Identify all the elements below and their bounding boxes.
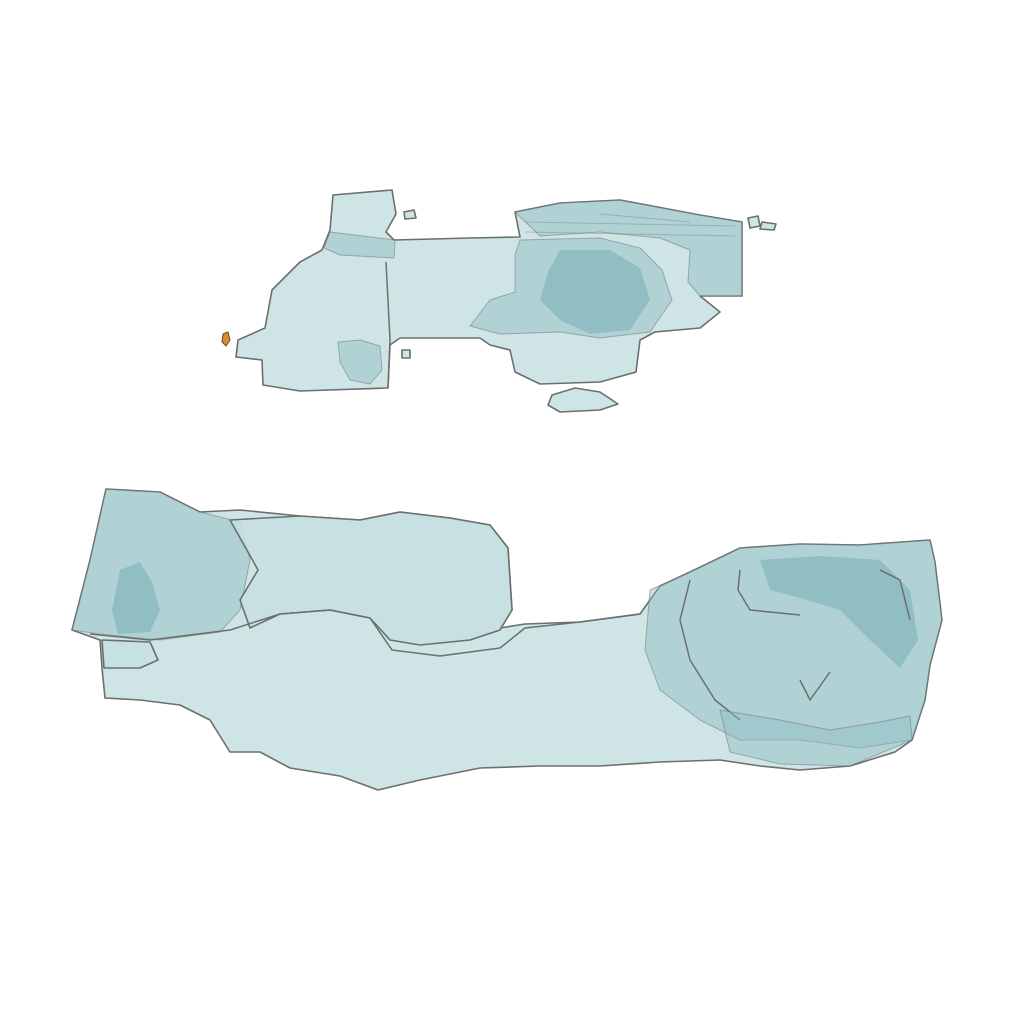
lower-mesh-seam [89, 609, 641, 657]
upper-mesh-speck-4 [401, 349, 411, 359]
upper-mesh-ridge-1 [385, 261, 391, 389]
upper-mesh-speck-3 [403, 209, 417, 220]
upper-mesh-interior-right [469, 237, 673, 339]
upper-mesh-interior-core [540, 250, 650, 334]
upper-mesh-strata [524, 213, 736, 237]
lower-mesh-left-block [71, 488, 251, 641]
upper-mesh-left-slab [323, 231, 396, 259]
lower-mesh-left-tab [101, 639, 159, 669]
upper-mesh-top-box [514, 199, 743, 297]
lower-mesh-right-ridges [679, 569, 911, 721]
lower-mesh-right-cluster [644, 539, 943, 749]
lower-mesh-right-core [760, 556, 918, 668]
upper-mesh [235, 189, 777, 413]
upper-mesh-speck-1 [747, 215, 761, 229]
upper-mesh-speck-2 [759, 221, 777, 231]
upper-mesh-bottom-tab [547, 387, 619, 413]
orange-fleck [221, 331, 231, 347]
upper-mesh-blob-left [337, 339, 383, 385]
lower-mesh [71, 488, 943, 791]
lower-mesh-left-block-shadow [112, 562, 160, 634]
lower-mesh-bottom-band [719, 709, 913, 767]
